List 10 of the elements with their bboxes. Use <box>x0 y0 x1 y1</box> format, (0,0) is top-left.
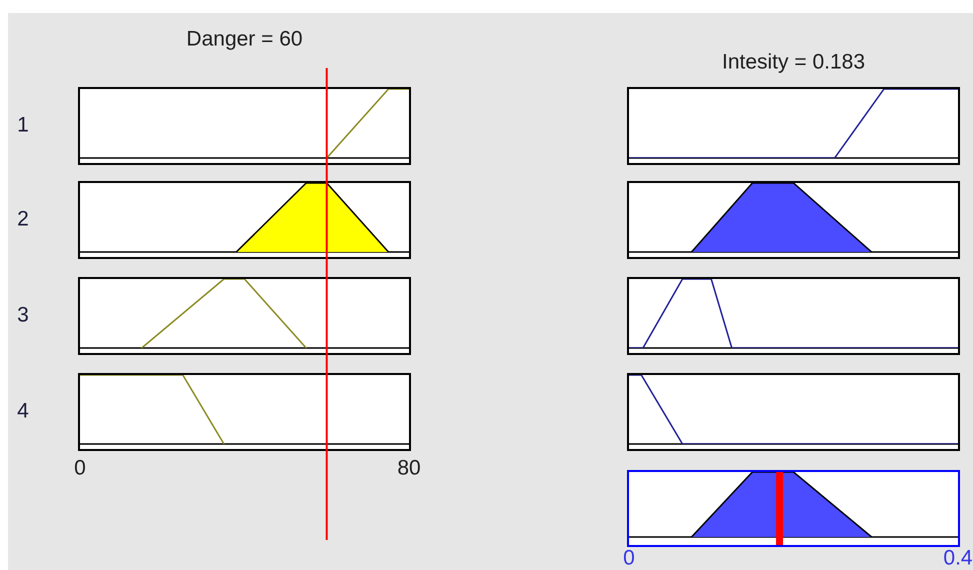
x-tick-label: 0 <box>623 546 635 570</box>
x-tick-label: 80 <box>397 456 421 480</box>
y-axis-title: 2 <box>17 206 29 231</box>
chart-title: Intesity = 0.183 <box>722 50 866 74</box>
y-axis-title: 1 <box>17 112 29 137</box>
chart-title: Danger = 60 <box>186 26 303 52</box>
x-tick-label: 0 <box>74 456 86 480</box>
x-tick-label: 0.4 <box>943 546 973 570</box>
y-axis-title: 3 <box>17 302 29 327</box>
y-axis-title: 4 <box>17 398 29 423</box>
